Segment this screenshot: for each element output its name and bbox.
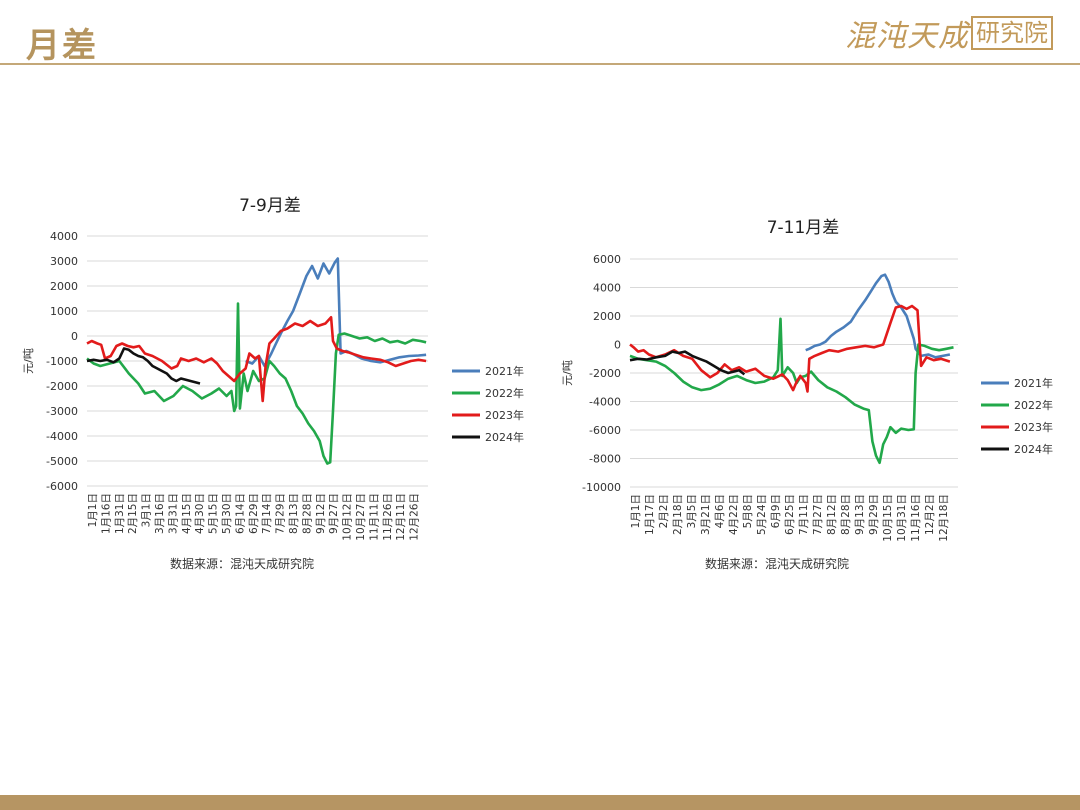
logo-text: 混沌天成 [845,19,969,54]
x-tick-label: 7月11日 [798,494,810,535]
series-line [86,316,427,403]
x-tick-label: 4月15日 [181,493,193,534]
x-tick-label: 7月29日 [275,493,287,534]
x-tick-label: 5月24日 [756,494,768,535]
series-line [86,347,201,385]
x-tick-label: 4月6日 [714,494,726,528]
legend-label: 2022年 [1014,398,1053,412]
source-note: 数据来源：混沌天成研究院 [705,556,849,571]
y-tick-label: -8000 [589,453,621,466]
x-tick-label: 3月31日 [167,493,179,534]
x-tick-label: 12月26日 [409,493,421,541]
y-tick-label: 2000 [593,310,621,323]
x-tick-label: 10月15日 [882,494,894,542]
x-tick-label: 2月18日 [672,494,684,535]
x-tick-label: 4月30日 [194,493,206,534]
x-tick-label: 4月22日 [728,494,740,535]
y-axis-label: 元/吨 [22,348,35,374]
header-divider [0,63,1080,65]
x-tick-label: 11月26日 [382,493,394,541]
y-axis-label: 元/吨 [561,360,574,386]
brand-logo: 混沌天成 研究院 [845,14,1053,54]
y-tick-label: -6000 [589,424,621,437]
x-tick-label: 9月27日 [328,493,340,534]
y-tick-label: 2000 [50,280,78,293]
x-tick-label: 12月11日 [395,493,407,541]
chart-title: 7-9月差 [239,196,301,216]
x-tick-label: 6月29日 [248,493,260,534]
y-tick-label: 6000 [593,253,621,266]
x-tick-label: 9月29日 [868,494,880,535]
x-tick-label: 1月17日 [644,494,656,535]
x-tick-label: 12月2日 [924,494,936,535]
x-tick-label: 6月14日 [234,493,246,534]
x-tick-label: 12月18日 [938,494,950,542]
x-tick-label: 3月16日 [154,493,166,534]
x-tick-label: 8月28日 [301,493,313,534]
x-tick-label: 2月2日 [658,494,670,528]
x-tick-label: 1月1日 [630,494,642,528]
chart-title: 7-11月差 [767,218,840,238]
series-line [629,350,746,376]
x-tick-label: 9月13日 [854,494,866,535]
x-tick-label: 8月12日 [826,494,838,535]
x-tick-label: 3月5日 [686,494,698,528]
legend-label: 2021年 [1014,376,1053,390]
x-tick-label: 7月14日 [261,493,273,534]
y-tick-label: -1000 [46,355,78,368]
legend-label: 2021年 [485,364,524,378]
y-tick-label: -4000 [589,396,621,409]
y-tick-label: 4000 [50,230,78,243]
footer-band [0,795,1080,810]
x-tick-label: 1月31日 [114,493,126,534]
source-note: 数据来源：混沌天成研究院 [170,556,314,571]
series-line [629,304,951,393]
x-tick-label: 10月31日 [896,494,908,542]
logo-box-text: 研究院 [971,16,1053,50]
x-tick-label: 10月12日 [342,493,354,541]
x-tick-label: 11月11日 [368,493,380,541]
legend-label: 2024年 [1014,442,1053,456]
legend-label: 2023年 [485,408,524,422]
x-tick-label: 11月16日 [910,494,922,542]
x-tick-label: 9月12日 [315,493,327,534]
chart-7-11-spread: 7-11月差 6000 4000 2000 0 -2000 -4000 -6000 -8000 -… [561,218,1053,571]
legend-label: 2024年 [485,430,524,444]
x-tick-label: 6月25日 [784,494,796,535]
y-tick-label: -10000 [582,481,621,494]
y-tick-label: -6000 [46,480,78,493]
legend-label: 2022年 [485,386,524,400]
y-tick-label: -2000 [589,367,621,380]
x-tick-label: 10月27日 [355,493,367,541]
y-tick-label: -5000 [46,455,78,468]
y-tick-label: 0 [71,330,78,343]
x-tick-label: 2月15日 [127,493,139,534]
y-tick-label: 0 [614,339,621,352]
y-tick-label: -3000 [46,405,78,418]
legend-label: 2023年 [1014,420,1053,434]
x-tick-label: 5月8日 [742,494,754,528]
y-tick-label: -4000 [46,430,78,443]
y-tick-label: 1000 [50,305,78,318]
series-line [86,302,427,465]
y-tick-label: 4000 [593,282,621,295]
x-tick-label: 8月13日 [288,493,300,534]
x-tick-label: 8月28日 [840,494,852,535]
x-tick-label: 3月1日 [141,493,153,527]
x-tick-label: 7月27日 [812,494,824,535]
x-tick-label: 1月16日 [100,493,112,534]
series-line [629,317,954,465]
chart-7-9-spread: 7-9月差 4000 3000 2000 1000 0 -1000 -2000 -3000 -40… [22,196,524,571]
x-tick-label: 5月15日 [208,493,220,534]
page-title: 月差 [26,26,98,66]
y-tick-label: -2000 [46,380,78,393]
y-tick-label: 3000 [50,255,78,268]
x-tick-label: 5月30日 [221,493,233,534]
x-tick-label: 6月9日 [770,494,782,528]
x-tick-label: 1月1日 [87,493,99,527]
x-tick-label: 3月21日 [700,494,712,535]
